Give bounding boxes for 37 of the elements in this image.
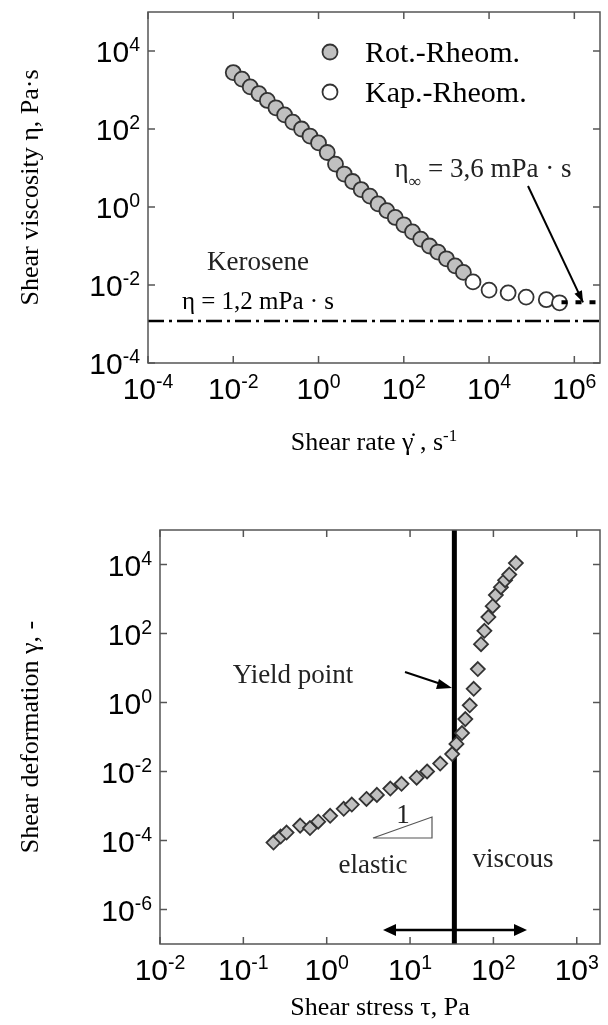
point	[455, 264, 472, 281]
x-tick-label: 10$^{-1}$	[217, 951, 269, 986]
y-tick-label: 10$^{0}$	[107, 684, 153, 720]
x-tick-label: 10$^{-2}$	[134, 951, 186, 986]
annotation: elastic	[338, 849, 408, 879]
x-tick-label: 10$^{1}$	[387, 951, 433, 986]
annotation: η$_{∞}$ = 3,6 mPa · s	[394, 153, 572, 191]
x-tick-label: 10$^{2}$	[381, 370, 426, 405]
x-tick-label: 10$^{3}$	[554, 951, 599, 986]
x-tick-label: 10$^{0}$	[296, 370, 341, 405]
annotation: 1	[396, 799, 410, 829]
y-axis-title: Shear viscosity η, Pa·s	[15, 69, 44, 306]
x-tick-label: 10$^{0}$	[304, 951, 349, 986]
x-tick-label: 10$^{2}$	[471, 951, 516, 986]
ref-line-label: η = 1,2 mPa · s	[181, 286, 335, 314]
x-tick-label: 10$^{6}$	[552, 370, 597, 405]
x-axis-title: Shear stress τ, Pa	[290, 992, 471, 1021]
y-tick-label: 10$^{-2}$	[101, 753, 152, 789]
y-tick-label: 10$^{-2}$	[89, 267, 140, 302]
y-tick-label: 10$^{4}$	[95, 33, 141, 68]
x-axis-title: Shear rate γ̇ , s$^{-1}$	[290, 425, 458, 456]
y-tick-label: 10$^{-4}$	[101, 822, 153, 858]
annotation: Yield point	[232, 659, 354, 689]
annotation: viscous	[472, 843, 554, 873]
y-tick-label: 10$^{0}$	[95, 189, 141, 224]
annotation: Kerosene	[207, 246, 309, 276]
y-tick-label: 10$^{4}$	[107, 546, 153, 582]
y-tick-label: 10$^{2}$	[95, 111, 140, 146]
y-tick-label: 10$^{-6}$	[101, 891, 152, 927]
point	[318, 144, 336, 161]
y-tick-label: 10$^{2}$	[107, 615, 152, 651]
y-axis-title: Shear deformation γ, -	[15, 620, 44, 854]
x-tick-label: 10$^{4}$	[466, 370, 512, 405]
legend-label: Kap.-Rheom.	[365, 75, 527, 108]
y-tick-label: 10$^{-4}$	[89, 345, 141, 380]
x-tick-label: 10$^{-2}$	[207, 370, 259, 405]
legend-label: Rot.-Rheom.	[365, 35, 520, 68]
